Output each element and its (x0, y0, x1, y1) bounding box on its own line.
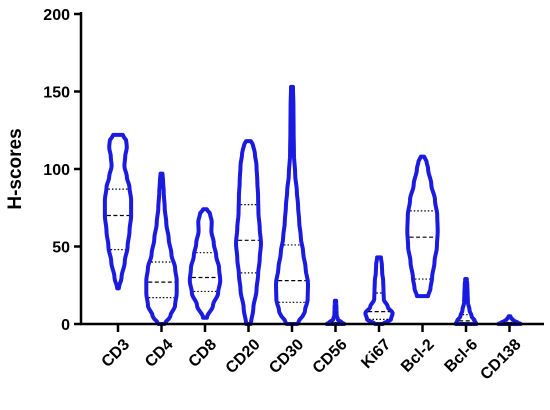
y-tick-label: 100 (43, 162, 70, 179)
y-tick-label: 200 (43, 7, 70, 24)
x-tick-label-cd3: CD3 (99, 336, 134, 371)
violin-shape-cd20 (234, 139, 263, 326)
violin-cd30 (274, 84, 310, 326)
x-tick-label-ki67: Ki67 (358, 336, 394, 372)
violin-shape-cd3 (102, 132, 134, 291)
y-tick-label: 0 (61, 317, 70, 334)
violin-cd56 (324, 298, 347, 326)
violin-cd4 (144, 171, 179, 326)
x-tick-label-cd138: CD138 (477, 336, 524, 383)
violin-shape-cd4 (144, 171, 179, 326)
y-axis-title: H-scores (5, 128, 26, 209)
violin-bcl-6 (453, 277, 479, 326)
violin-shape-cd8 (187, 207, 223, 320)
violin-bcl-2 (405, 154, 440, 299)
violin-shape-bcl-6 (453, 277, 479, 326)
violin-shape-ki67 (363, 255, 395, 326)
y-tick-label: 150 (43, 85, 70, 102)
y-tick-label: 50 (52, 240, 70, 257)
x-tick-label-cd56: CD56 (310, 336, 351, 377)
x-tick-label-bcl-2: Bcl-2 (398, 336, 438, 376)
x-tick-label-cd4: CD4 (142, 336, 177, 371)
violins-layer (102, 84, 523, 326)
violin-shape-cd138 (496, 314, 523, 326)
violin-cd20 (234, 139, 263, 326)
x-tick-label-cd30: CD30 (266, 336, 307, 377)
violin-shape-cd30 (274, 84, 310, 326)
violin-shape-bcl-2 (405, 154, 440, 299)
violin-cd8 (187, 207, 223, 320)
violin-shape-cd56 (324, 298, 347, 326)
x-tick-label-bcl-6: Bcl-6 (442, 336, 482, 376)
x-tick-label-cd20: CD20 (223, 336, 264, 377)
violin-ki67 (363, 255, 395, 326)
x-tick-label-cd8: CD8 (186, 336, 221, 371)
violin-cd3 (102, 132, 134, 291)
